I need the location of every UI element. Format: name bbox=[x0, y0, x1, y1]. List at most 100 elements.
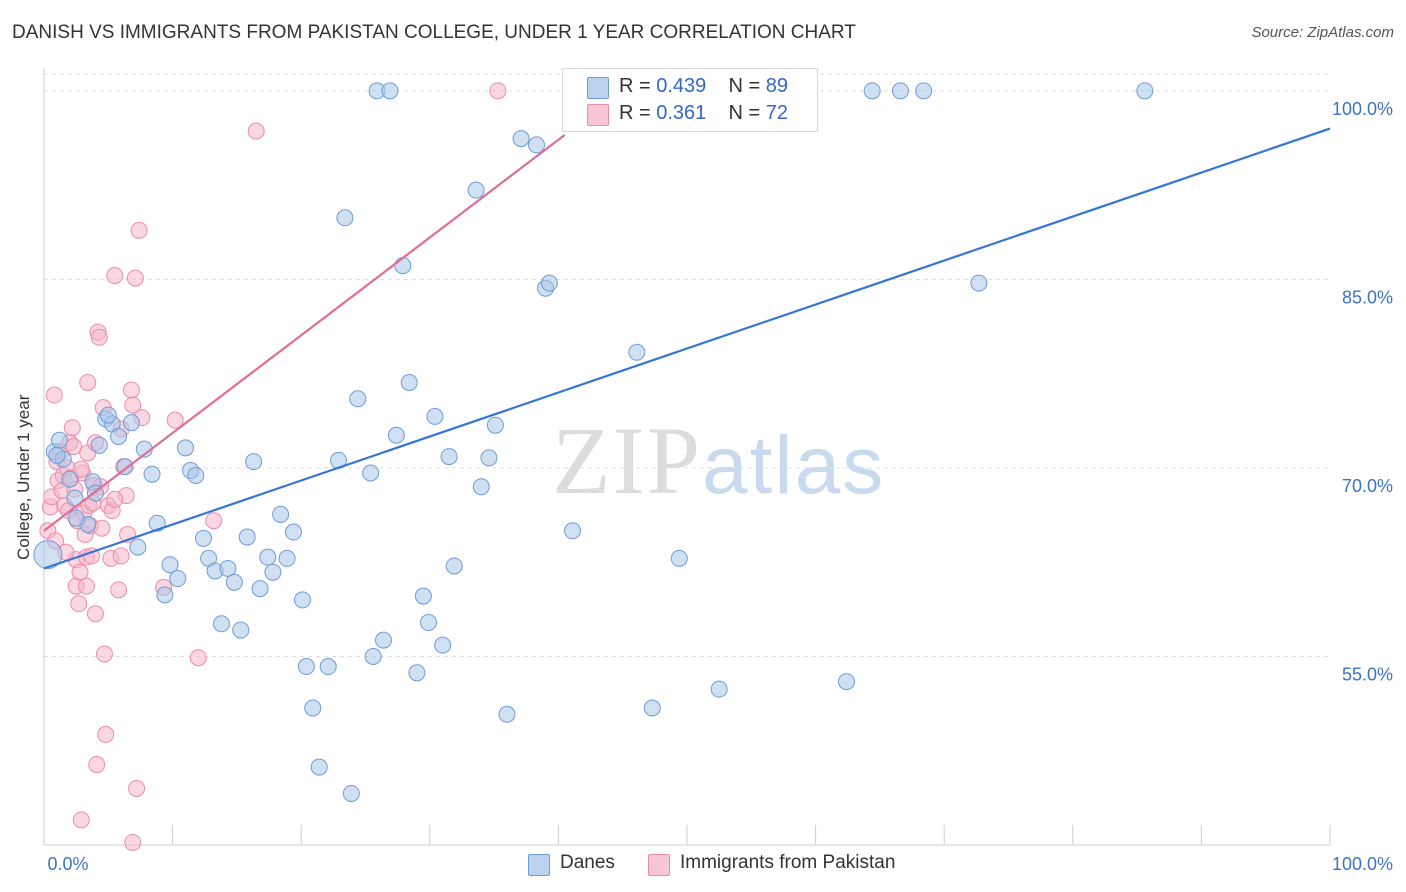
danes-point bbox=[90, 436, 108, 454]
pakistan-point bbox=[122, 381, 140, 399]
x-tick-label-max: 100.0% bbox=[1332, 854, 1393, 874]
watermark-zip: ZIP bbox=[552, 407, 702, 514]
pakistan-point bbox=[106, 267, 124, 285]
pakistan-point bbox=[77, 577, 95, 595]
danes-point bbox=[440, 448, 458, 466]
danes-point bbox=[349, 390, 367, 408]
pakistan-point bbox=[95, 645, 113, 663]
pakistan-point bbox=[65, 438, 83, 456]
danes-point bbox=[264, 563, 282, 581]
danes-point bbox=[364, 647, 382, 665]
danes-point bbox=[710, 680, 728, 698]
pakistan-point bbox=[489, 82, 507, 100]
danes-swatch bbox=[587, 77, 609, 99]
danes-r-value: 0.439 bbox=[656, 75, 707, 97]
y-tick-label: 85.0% bbox=[1342, 287, 1393, 307]
pakistan-point bbox=[72, 460, 90, 478]
pakistan-point bbox=[71, 563, 89, 581]
danes-point bbox=[528, 136, 546, 154]
danes-point bbox=[375, 631, 393, 649]
danes-point bbox=[251, 580, 269, 598]
pakistan-point bbox=[63, 419, 81, 437]
pakistan-point bbox=[70, 595, 88, 613]
danes-point bbox=[837, 673, 855, 691]
pakistan-swatch bbox=[587, 104, 609, 126]
danes-point bbox=[467, 181, 485, 199]
danes-point bbox=[259, 548, 277, 566]
pakistan-r-value: 0.361 bbox=[656, 102, 707, 124]
danes-point bbox=[643, 699, 661, 717]
danes-point bbox=[232, 621, 250, 639]
danes-point bbox=[408, 664, 426, 682]
x-tick-label-min: 0.0% bbox=[47, 854, 88, 874]
pakistan-point bbox=[72, 811, 90, 829]
pakistan-point bbox=[166, 411, 184, 429]
danes-point bbox=[336, 209, 354, 227]
danes-point bbox=[342, 784, 360, 802]
danes-point bbox=[486, 416, 504, 434]
danes-point bbox=[148, 514, 166, 532]
pakistan-r-label: R = bbox=[619, 102, 651, 124]
pakistan-trend-line bbox=[43, 133, 566, 532]
pakistan-point bbox=[88, 756, 106, 774]
pakistan-point bbox=[130, 221, 148, 239]
danes-point bbox=[169, 570, 187, 588]
danes-point bbox=[498, 705, 516, 723]
chart-title: DANISH VS IMMIGRANTS FROM PAKISTAN COLLE… bbox=[12, 22, 856, 43]
danes-point bbox=[628, 343, 646, 361]
pakistan-point bbox=[45, 386, 63, 404]
danes-point bbox=[212, 615, 230, 633]
danes-point bbox=[50, 431, 68, 449]
pakistan-point bbox=[189, 649, 207, 667]
danes-trend-line bbox=[43, 127, 1331, 570]
danes-point bbox=[1136, 82, 1154, 100]
danes-point bbox=[110, 428, 128, 446]
danes-point bbox=[420, 614, 438, 632]
danes-point bbox=[540, 274, 558, 292]
danes-n-value: 89 bbox=[765, 75, 789, 97]
danes-point bbox=[156, 586, 174, 604]
danes-point bbox=[129, 538, 147, 556]
danes-point bbox=[863, 82, 881, 100]
danes-point bbox=[116, 458, 134, 476]
pakistan-point bbox=[106, 490, 124, 508]
danes-point bbox=[381, 82, 399, 100]
danes-r-label: R = bbox=[619, 75, 651, 97]
pakistan-legend-label: Immigrants from Pakistan bbox=[680, 852, 896, 873]
pakistan-legend-swatch bbox=[648, 854, 670, 876]
danes-point bbox=[414, 587, 432, 605]
danes-point bbox=[284, 523, 302, 541]
pakistan-n-label: N = bbox=[728, 102, 761, 124]
danes-legend-swatch bbox=[528, 854, 550, 876]
pakistan-n-value: 72 bbox=[765, 102, 789, 124]
danes-point bbox=[394, 257, 412, 275]
danes-point bbox=[426, 407, 444, 425]
pakistan-point bbox=[79, 373, 97, 391]
danes-point bbox=[310, 758, 328, 776]
danes-point bbox=[176, 439, 194, 457]
danes-point bbox=[434, 636, 452, 654]
pakistan-point bbox=[86, 605, 104, 623]
danes-point bbox=[278, 549, 296, 567]
danes-point bbox=[219, 559, 237, 577]
danes-point bbox=[187, 466, 205, 484]
danes-point bbox=[33, 540, 63, 570]
correlation-legend: R = 0.439 N = 89 R = 0.361 N = 72 bbox=[562, 68, 818, 132]
danes-point bbox=[143, 465, 161, 483]
danes-point bbox=[297, 658, 315, 676]
danes-point bbox=[891, 82, 909, 100]
y-axis-label: College, Under 1 year bbox=[14, 394, 33, 560]
danes-point bbox=[245, 453, 263, 471]
zipatlas-watermark: ZIPatlas bbox=[552, 405, 885, 516]
danes-point bbox=[472, 478, 490, 496]
pakistan-point bbox=[247, 122, 265, 140]
danes-point bbox=[915, 82, 933, 100]
danes-point bbox=[400, 373, 418, 391]
danes-point bbox=[122, 414, 140, 432]
danes-n-label: N = bbox=[728, 75, 761, 97]
pakistan-point bbox=[124, 396, 142, 414]
source-credit: Source: ZipAtlas.com bbox=[1251, 24, 1394, 41]
danes-point bbox=[61, 470, 79, 488]
danes-point bbox=[512, 130, 530, 148]
